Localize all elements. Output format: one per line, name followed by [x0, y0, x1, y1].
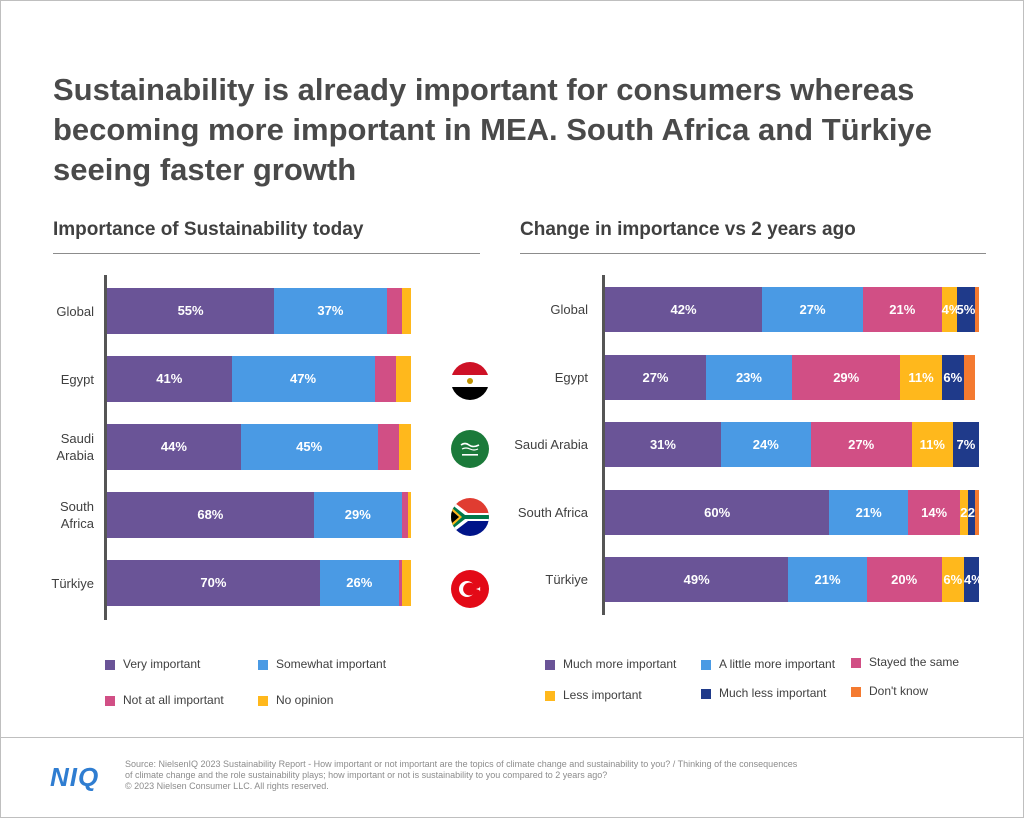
bar-segment-stayed-the-same-south-africa: 14%: [907, 489, 961, 535]
legend-swatch: [258, 660, 268, 670]
legend-label: Somewhat important: [276, 657, 387, 671]
category-axis-line: [104, 275, 107, 620]
bar-segment-no-opinion-south-africa: [407, 492, 411, 538]
legend-swatch: [851, 687, 861, 697]
category-label-global: Global: [550, 302, 588, 317]
category-label-saudi-arabia: Saudi Arabia: [514, 437, 588, 452]
category-label-t-rkiye: Türkiye: [545, 572, 588, 587]
legend-label: Much less important: [719, 686, 827, 700]
category-label-t-rkiye: Türkiye: [51, 575, 94, 591]
bar-segment-somewhat-important-egypt: 47%: [231, 356, 375, 402]
bar-segment-much-less-important-global: 5%: [956, 287, 975, 332]
category-label-south-africa: South Africa: [517, 504, 588, 520]
category-label-saudi-arabia: Saudi Arabia: [56, 431, 94, 463]
source-line-1: Source: NielsenIQ 2023 Sustainability Re…: [125, 759, 798, 769]
slide-title: Sustainability is already important for …: [53, 72, 933, 187]
bar-segment-don-t-know-south-africa: [975, 489, 979, 535]
left-chart-title: Importance of Sustainability today: [53, 219, 364, 240]
legend-label: Stayed the same: [869, 655, 960, 669]
egypt-flag-icon: [451, 362, 489, 400]
bar-segment-a-little-more-important-global: 27%: [762, 287, 864, 332]
legend-label: Very important: [123, 657, 201, 671]
bar-segment-very-important-egypt: 41%: [107, 356, 232, 402]
category-label-global: Global: [56, 303, 94, 319]
bar-segment-less-important-egypt: 11%: [900, 354, 942, 400]
bar-segment-a-little-more-important-south-africa: 21%: [829, 489, 908, 535]
bar-segment-less-important-t-rkiye: 6%: [941, 557, 965, 602]
right-chart-title: Change in importance vs 2 years ago: [520, 219, 856, 240]
bar-segment-somewhat-important-t-rkiye: 26%: [319, 560, 399, 606]
bar-segment-less-important-south-africa: 2%: [960, 489, 979, 535]
bar-segment-much-less-important-t-rkiye: 4%: [964, 557, 983, 602]
south-africa-flag-icon: [451, 498, 489, 536]
bar-segment-no-opinion-t-rkiye: [401, 560, 411, 606]
bar-segment-much-less-important-south-africa: 2%: [967, 489, 987, 535]
source-line-3: © 2023 Nielsen Consumer LLC. All rights …: [125, 781, 329, 791]
bar-segment-not-at-all-important-south-africa: [401, 492, 408, 538]
legend-swatch: [701, 660, 711, 670]
legend-swatch: [258, 696, 268, 706]
source-line-2: of climate change and the role sustainab…: [125, 770, 608, 780]
legend-label: A little more important: [719, 657, 836, 671]
right-chart-title-underline: [520, 253, 986, 254]
legend-swatch: [545, 660, 555, 670]
bar-segment-a-little-more-important-egypt: 23%: [705, 354, 792, 400]
category-label-south-africa: South Africa: [60, 499, 94, 531]
bar-segment-much-more-important-south-africa: 60%: [605, 489, 830, 535]
niq-logo: NIQ: [50, 762, 100, 792]
bar-segment-not-at-all-important-saudi-arabia: [377, 424, 399, 470]
bar-segment-stayed-the-same-saudi-arabia: 27%: [810, 422, 912, 467]
bar-segment-no-opinion-global: [401, 288, 411, 334]
bar-segment-stayed-the-same-t-rkiye: 20%: [866, 557, 942, 602]
bar-segment-somewhat-important-saudi-arabia: 45%: [240, 424, 378, 470]
left-chart-title-underline: [53, 253, 480, 254]
bar-segment-somewhat-important-global: 37%: [274, 288, 387, 334]
bar-segment-stayed-the-same-egypt: 29%: [792, 354, 901, 400]
bar-segment-much-less-important-saudi-arabia: 7%: [952, 422, 979, 467]
legend-label: Not at all important: [123, 693, 224, 707]
saudi-arabia-flag-icon: [451, 430, 489, 468]
legend-swatch: [851, 658, 861, 668]
bar-segment-no-opinion-egypt: [395, 356, 411, 402]
bar-segment-very-important-global: 55%: [107, 288, 275, 334]
bar-segment-much-more-important-global: 42%: [605, 287, 763, 332]
bar-segment-not-at-all-important-global: [386, 288, 402, 334]
bar-segment-stayed-the-same-global: 21%: [863, 287, 942, 332]
bar-segment-not-at-all-important-egypt: [374, 356, 396, 402]
bar-segment-very-important-t-rkiye: 70%: [107, 560, 320, 606]
legend-label: Less important: [563, 688, 642, 702]
source-note: Source: NielsenIQ 2023 Sustainability Re…: [125, 759, 875, 792]
bar-segment-don-t-know-global: [975, 287, 979, 332]
bar-segment-a-little-more-important-saudi-arabia: 24%: [720, 422, 811, 467]
legend-label: Don't know: [869, 684, 928, 698]
category-axis-line: [602, 275, 605, 615]
bar-segment-less-important-saudi-arabia: 11%: [911, 422, 953, 467]
legend-swatch: [105, 660, 115, 670]
bar-segment-much-less-important-egypt: 6%: [941, 354, 965, 400]
footer-divider: [0, 737, 1024, 738]
category-label-egypt: Egypt: [60, 371, 94, 387]
legend-label: No opinion: [276, 693, 334, 707]
legend-swatch: [105, 696, 115, 706]
legend-swatch: [701, 689, 711, 699]
bar-segment-don-t-know-egypt: [964, 354, 976, 400]
bar-segment-a-little-more-important-t-rkiye: 21%: [788, 557, 867, 602]
legend-label: Much more important: [563, 657, 677, 671]
legend-swatch: [545, 691, 555, 701]
bar-segment-very-important-south-africa: 68%: [107, 492, 314, 538]
bar-segment-much-more-important-egypt: 27%: [605, 354, 706, 400]
bar-segment-no-opinion-saudi-arabia: [398, 424, 411, 470]
bar-segment-much-more-important-t-rkiye: 49%: [605, 557, 789, 602]
bar-segment-much-more-important-saudi-arabia: 31%: [605, 422, 721, 467]
bar-segment-not-at-all-important-t-rkiye: [398, 560, 402, 606]
bar-segment-somewhat-important-south-africa: 29%: [313, 492, 402, 538]
category-label-egypt: Egypt: [554, 369, 588, 385]
turkiye-flag-icon: [451, 570, 489, 608]
bar-segment-less-important-global: 4%: [941, 287, 960, 332]
bar-segment-very-important-saudi-arabia: 44%: [107, 424, 241, 470]
